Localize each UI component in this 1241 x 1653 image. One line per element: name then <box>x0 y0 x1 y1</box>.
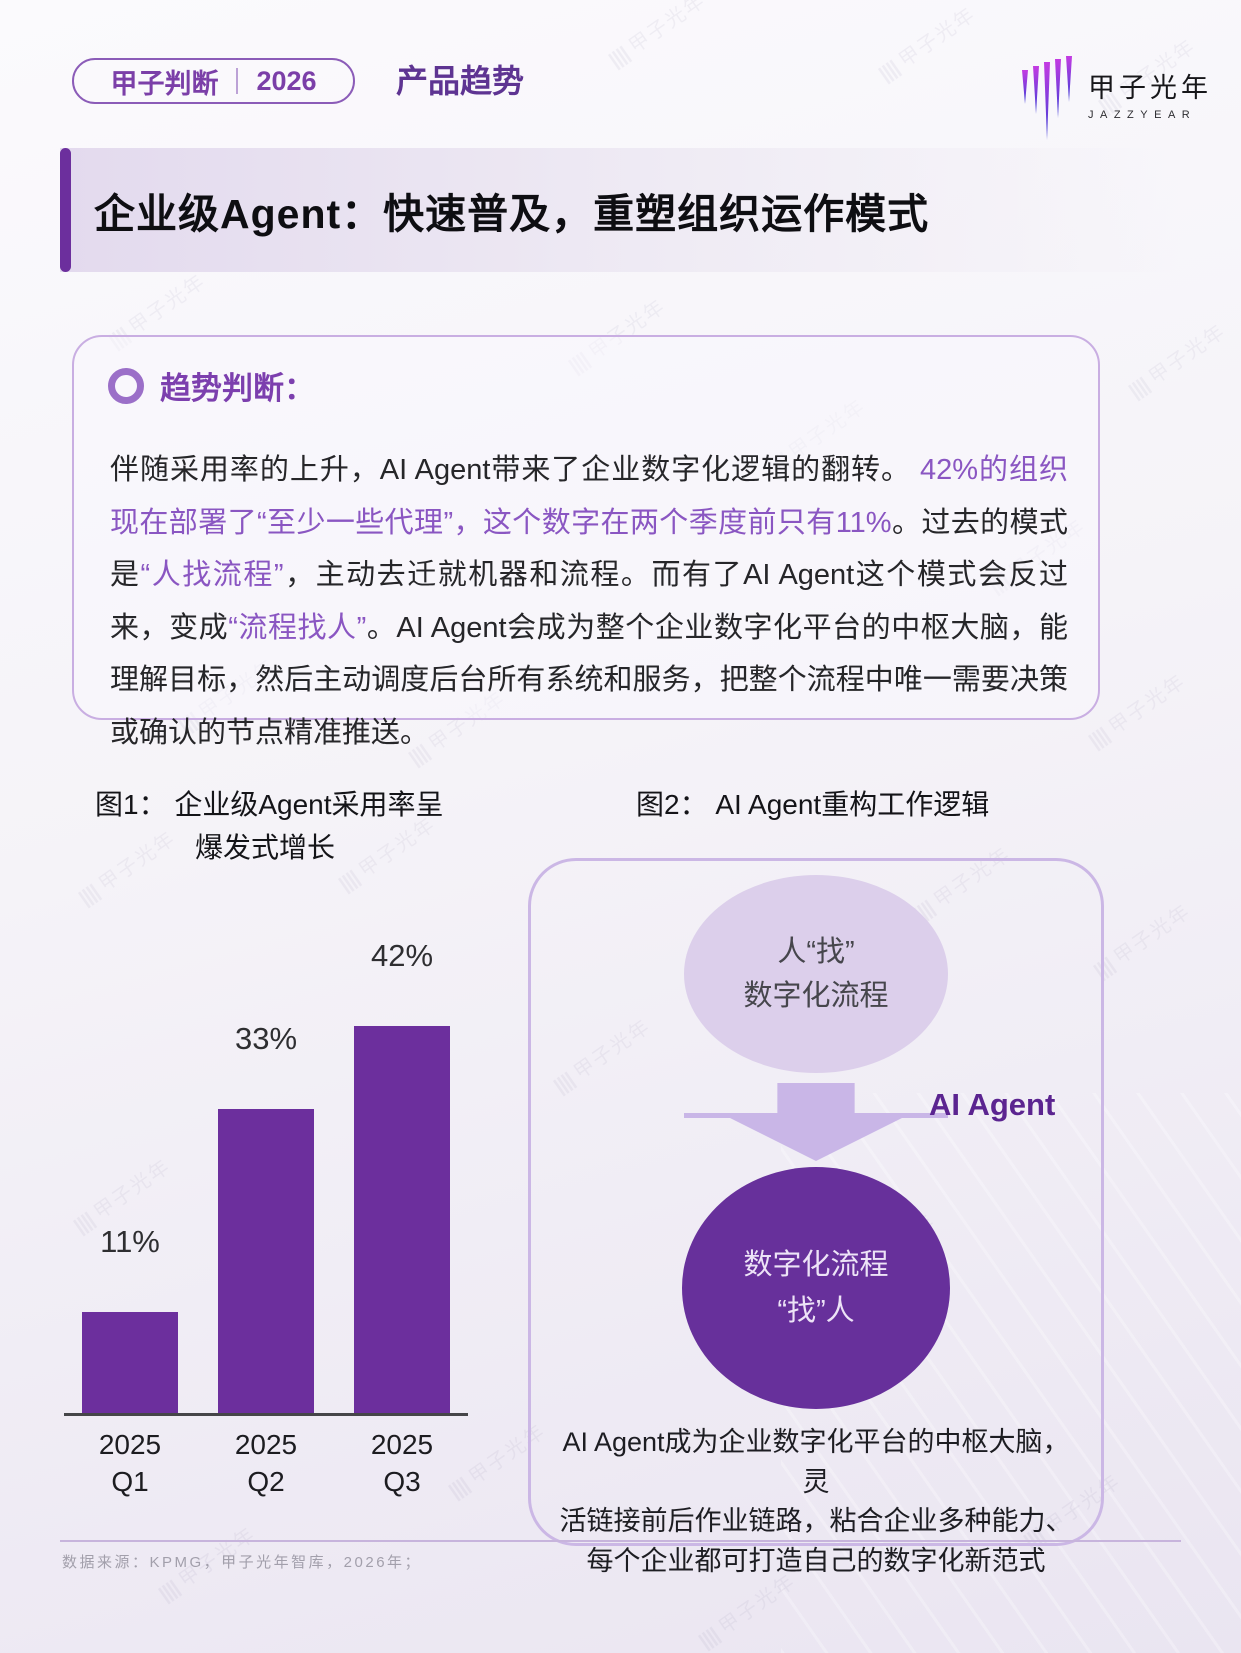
bar-value-label: 11% <box>100 1224 160 1259</box>
category-quarter: Q2 <box>247 1465 285 1497</box>
brand-watermark: ||||甲子光年 <box>875 3 980 86</box>
category-year: 2025 <box>98 1428 162 1460</box>
paragraph-segment: “流程找人” <box>228 611 367 644</box>
bar-value-label: 33% <box>234 1021 298 1056</box>
logo-subname: JAZZYEAR <box>1088 109 1197 121</box>
figure2-caption: 图2： AI Agent重构工作逻辑 <box>636 789 990 820</box>
title-accent-bar <box>60 148 71 272</box>
brand-watermark: ||||甲子光年 <box>605 0 710 72</box>
x-axis-line <box>64 1413 468 1416</box>
trend-heading: 趋势判断： <box>160 371 315 406</box>
paragraph-segment: “人找流程” <box>140 559 284 591</box>
bar <box>82 1312 178 1413</box>
category-label: 2025 Q3 <box>354 1426 450 1500</box>
badge-year: 2026 <box>256 65 317 96</box>
top-circle-line2: 数字化流程 <box>743 980 889 1012</box>
figure1-caption-line1: 图1： 企业级Agent采用率呈 <box>95 789 444 820</box>
category-quarter: Q1 <box>111 1465 149 1497</box>
figure2-note-line2: 活链接前后作业链路，粘合企业多种能力、 <box>559 1506 1073 1536</box>
trend-paragraph: 伴随采用率的上升，AI Agent带来了企业数字化逻辑的翻转。 42%的组织现在… <box>110 444 1068 759</box>
bottom-circle-line1: 数字化流程 <box>743 1249 889 1281</box>
chart-plot-area: 11% 33% 42% <box>64 898 468 1413</box>
bar-value-label: 42% <box>370 938 434 973</box>
logo-name: 甲子光年 <box>1088 73 1212 103</box>
logo-text: 甲子光年 JAZZYEAR <box>1088 66 1212 121</box>
bottom-circle-new-mode: 数字化流程 “找”人 <box>682 1167 950 1409</box>
figure2-note-line3: 每个企业都可打造自己的数字化新范式 <box>586 1545 1046 1576</box>
figure1-caption-line2: 爆发式增长 <box>194 832 335 863</box>
flow-arrow <box>684 1083 948 1161</box>
arrow-down-icon <box>724 1083 908 1161</box>
adoption-bar-chart: 11% 33% 42% 2025 Q1 2025 Q2 2025 <box>64 898 468 1500</box>
paragraph-segment: 42%的组织现在部署了“至少一些代理”，这个数字在两个季度前只有11% <box>110 454 1068 539</box>
footer-divider <box>60 1540 1181 1542</box>
ring-icon <box>108 367 144 404</box>
figure2-note: AI Agent成为企业数字化平台的中枢大脑，灵 活链接前后作业链路，粘合企业多… <box>531 1423 1101 1581</box>
figure1-caption: 图1： 企业级Agent采用率呈 爆发式增长 <box>95 783 465 869</box>
category-year: 2025 <box>370 1428 434 1460</box>
section-label: 产品趋势 <box>396 63 525 99</box>
source-note: 数据来源：KPMG，甲子光年智库，2026年； <box>62 1554 423 1571</box>
bottom-circle-line2: “找”人 <box>777 1295 855 1327</box>
page-title: 企业级Agent：快速普及，重塑组织运作模式 <box>94 191 930 237</box>
logo-bars-icon <box>1022 56 1072 140</box>
paragraph-segment: 。AI Agent会成为整个企业数字化平台的中枢大脑，能理解目标，然后主动调度后… <box>110 611 1068 749</box>
badge-divider <box>236 68 239 94</box>
brand-logo: 甲子光年 JAZZYEAR <box>1018 52 1212 144</box>
bar-column: 33% <box>218 1021 314 1413</box>
paragraph-segment: ，主动去迁就机器和流程。而有了AI Agent这个模式会反过来，变成 <box>110 559 1068 644</box>
paragraph-segment: 。过去的模式是 <box>110 506 1068 592</box>
bar-column: 42% <box>354 938 450 1413</box>
category-label: 2025 Q2 <box>218 1426 314 1500</box>
bar <box>218 1109 314 1413</box>
category-label: 2025 Q1 <box>82 1426 178 1500</box>
header-badge: 甲子判断 2026 <box>72 58 355 104</box>
x-axis-labels: 2025 Q1 2025 Q2 2025 Q3 <box>64 1426 468 1500</box>
trend-box-header: 趋势判断： <box>108 363 315 408</box>
title-strip: 企业级Agent：快速普及，重塑组织运作模式 <box>60 148 1181 272</box>
category-year: 2025 <box>234 1428 298 1460</box>
bar-column: 11% <box>82 1224 178 1413</box>
bar <box>354 1026 450 1413</box>
badge-label: 甲子判断 <box>110 68 219 99</box>
brand-watermark: ||||甲子光年 <box>1125 320 1230 403</box>
figure2-note-line1: AI Agent成为企业数字化平台的中枢大脑，灵 <box>562 1427 1070 1497</box>
category-quarter: Q3 <box>383 1465 421 1497</box>
trend-box: 趋势判断： 伴随采用率的上升，AI Agent带来了企业数字化逻辑的翻转。 42… <box>72 335 1100 749</box>
figure2-card: 人“找” 数字化流程 AI Agent 数字化流程 “找”人 AI Agent成… <box>528 858 1104 1576</box>
top-circle-line1: 人“找” <box>777 936 855 968</box>
top-circle-old-mode: 人“找” 数字化流程 <box>684 875 948 1073</box>
paragraph-segment: 伴随采用率的上升，AI Agent带来了企业数字化逻辑的翻转。 <box>110 454 921 486</box>
ai-agent-label: AI Agent <box>929 1087 1056 1122</box>
